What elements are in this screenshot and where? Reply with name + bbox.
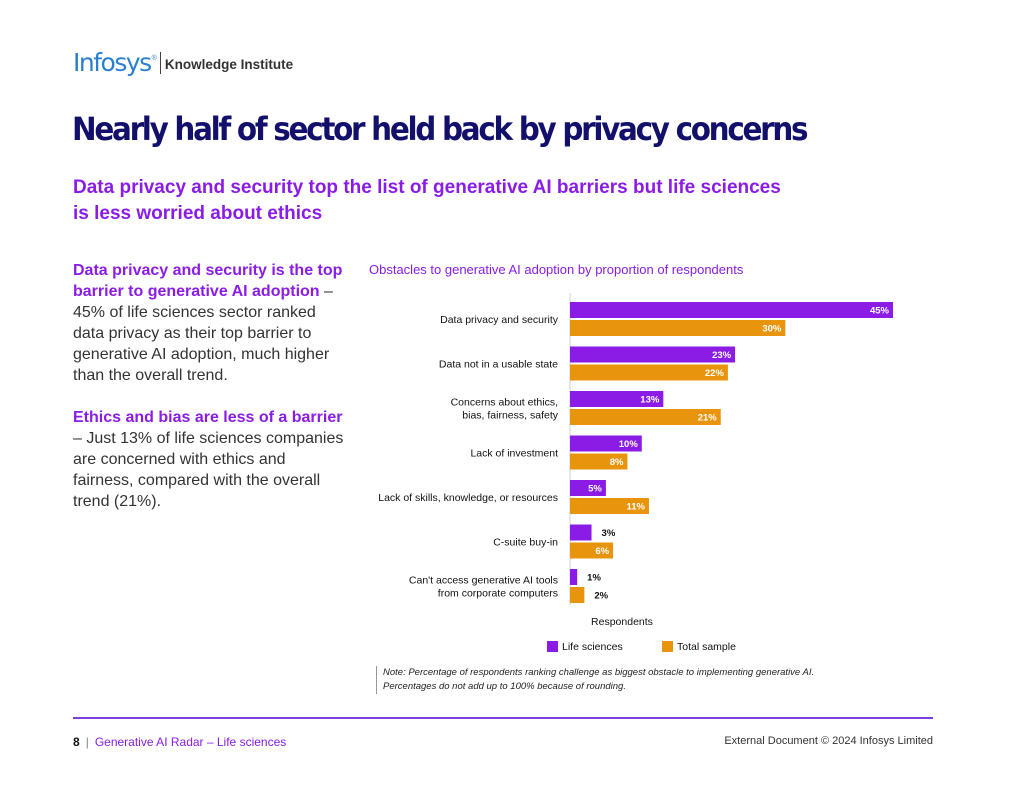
category-label: Lack of investment <box>470 448 558 460</box>
legend-swatch <box>547 641 558 652</box>
logo-registered-mark: ® <box>151 55 157 62</box>
bar-total-sample <box>570 364 728 381</box>
category-label: Concerns about ethics, <box>451 397 558 409</box>
note-line-1: Note: Percentage of respondents ranking … <box>383 667 815 678</box>
category-label: Can't access generative AI tools <box>409 575 558 587</box>
logo-brand: Infosys <box>73 48 152 77</box>
note-line-2: Percentages do not add up to 100% becaus… <box>383 681 626 692</box>
legend-swatch <box>662 641 673 652</box>
data-label: 1% <box>587 573 601 584</box>
category-label: C-suite buy-in <box>493 537 558 549</box>
footer-separator: | <box>85 735 89 749</box>
bar-total-sample <box>570 320 786 336</box>
obstacles-bar-chart: Data privacy and security 45% 30% Data not … <box>378 293 893 653</box>
data-label: 45% <box>870 306 890 317</box>
page-subtitle: Data privacy and security top the list o… <box>73 177 781 224</box>
page-number: 8 <box>73 735 80 749</box>
sidebar-commentary: Data privacy and security is the top bar… <box>73 260 348 533</box>
data-label: 30% <box>762 324 782 335</box>
category-label: Data not in a usable state <box>439 359 558 371</box>
bar-total-sample <box>570 542 614 559</box>
legend-label: Total sample <box>677 641 736 653</box>
logo-divider <box>159 52 161 74</box>
bar-life-sciences <box>570 391 664 407</box>
legend-label: Life sciences <box>562 641 623 653</box>
bar-life-sciences <box>570 346 736 363</box>
commentary-paragraph-1: Data privacy and security is the top bar… <box>73 260 348 386</box>
commentary-1-text: – 45% of life sciences sector ranked dat… <box>73 283 333 384</box>
bar-life-sciences <box>570 480 606 496</box>
data-label: 3% <box>602 528 616 539</box>
infosys-logo: Infosys ® Knowledge Institute <box>73 46 293 76</box>
commentary-2-text: – Just 13% of life sciences companies ar… <box>73 430 344 510</box>
bar-life-sciences <box>570 524 592 541</box>
chart-title: Obstacles to generative AI adoption by p… <box>369 262 744 277</box>
data-label: 11% <box>626 502 645 513</box>
commentary-1-highlight: Data privacy and security is the top bar… <box>73 262 343 300</box>
chart-note: Note: Percentage of respondents ranking … <box>376 666 814 694</box>
x-axis-label: Respondents <box>591 616 653 628</box>
footer-divider <box>73 717 933 719</box>
commentary-2-highlight: Ethics and bias are less of a barrier <box>73 409 343 426</box>
category-label: Lack of skills, knowledge, or resources <box>378 492 558 504</box>
category-label: Data privacy and security <box>440 314 559 326</box>
data-label: 6% <box>595 546 609 557</box>
footer-copyright: External Document © 2024 Infosys Limited <box>724 735 933 747</box>
bar-total-sample <box>570 453 628 470</box>
category-label: from corporate computers <box>438 588 558 600</box>
data-label: 13% <box>640 395 660 406</box>
data-label: 10% <box>619 439 639 450</box>
bar-total-sample <box>570 498 649 514</box>
data-label: 22% <box>705 368 725 379</box>
footer-left: 8 | Generative AI Radar – Life sciences <box>73 735 286 749</box>
page-title: Nearly half of sector held back by priva… <box>72 110 809 148</box>
logo-subtitle: Knowledge Institute <box>164 57 294 72</box>
commentary-paragraph-2: Ethics and bias are less of a barrier – … <box>73 407 348 512</box>
document-name: Generative AI Radar – Life sciences <box>94 735 287 749</box>
category-label: bias, fairness, safety <box>462 410 558 422</box>
data-label: 2% <box>594 591 608 602</box>
bar-life-sciences <box>570 569 578 585</box>
data-label: 8% <box>610 457 624 468</box>
bar-total-sample <box>570 409 721 425</box>
data-label: 23% <box>712 350 732 361</box>
bar-life-sciences <box>570 302 893 318</box>
data-label: 5% <box>588 484 602 495</box>
bar-total-sample <box>570 587 585 603</box>
bar-life-sciences <box>570 435 642 452</box>
data-label: 21% <box>698 413 718 424</box>
